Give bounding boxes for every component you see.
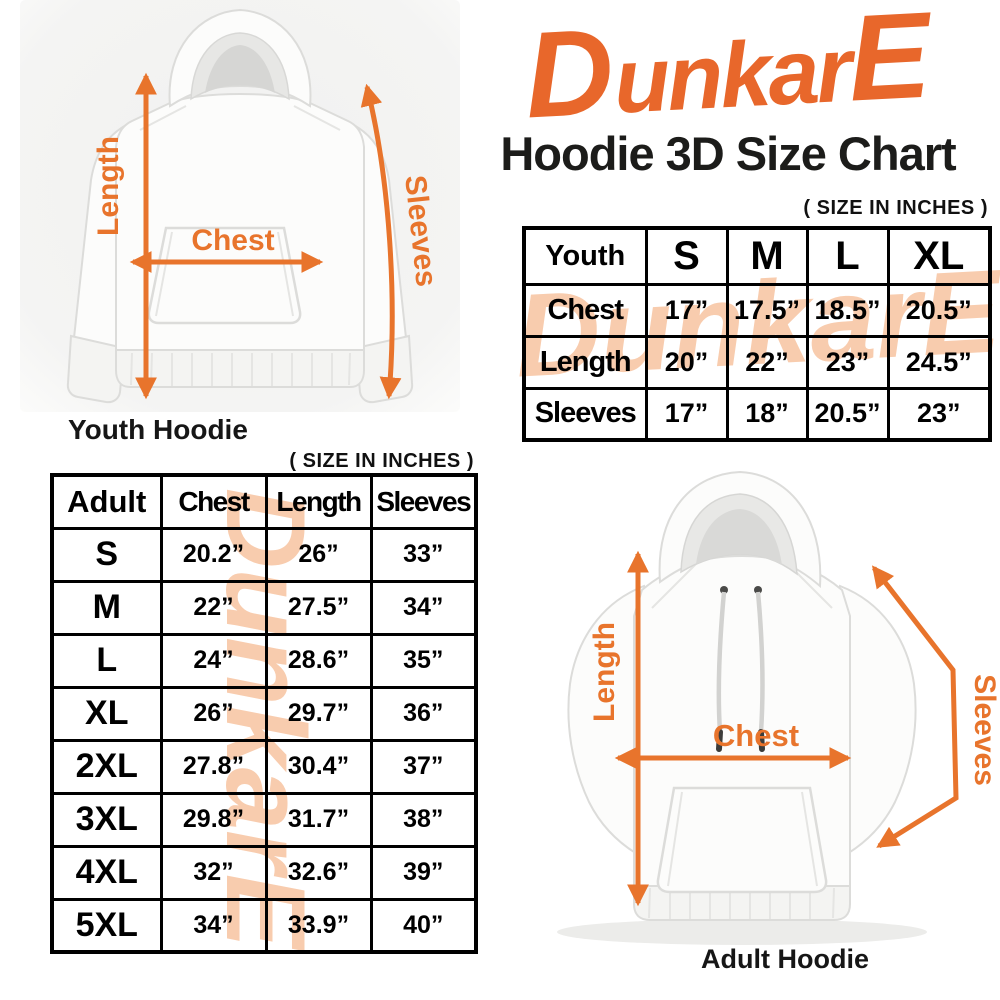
table-cell: 20”: [644, 334, 729, 390]
table-cell: 18”: [725, 386, 809, 442]
table-cell: 26”: [159, 685, 268, 742]
youth-length-row: Length 20” 22” 23” 24.5”: [522, 334, 992, 390]
youth-units-note: ( SIZE IN INCHES ): [803, 197, 988, 219]
youth-chest-row: Chest 17” 17.5” 18.5” 20.5”: [522, 282, 992, 338]
table-cell: 37”: [369, 738, 478, 795]
table-cell: 29.8”: [159, 791, 268, 848]
table-cell: 29.7”: [264, 685, 373, 742]
adult-row-m: M 22” 27.5” 34”: [50, 579, 478, 636]
table-cell: 27.5”: [264, 579, 373, 636]
table-cell: 33”: [369, 526, 478, 583]
table-cell: 17.5”: [725, 282, 809, 338]
table-cell: 17”: [644, 386, 729, 442]
row-label: 2XL: [50, 738, 163, 795]
logo-letter-d: D: [521, 3, 617, 144]
kangaroo-pocket: [656, 786, 828, 894]
youth-size-col-m: M: [725, 226, 809, 286]
chest-label: Chest: [191, 224, 274, 257]
adult-row-xl: XL 26” 29.7” 36”: [50, 685, 478, 742]
youth-size-table: Youth S M L XL Chest 17” 17.5” 18.5” 20.…: [522, 226, 992, 442]
table-cell: 20.5”: [805, 386, 890, 442]
drawstring: [716, 591, 727, 733]
adult-units-note: ( SIZE IN INCHES ): [289, 450, 474, 472]
adult-col-sleeves: Sleeves: [369, 473, 478, 530]
adult-row-5xl: 5XL 34” 33.9” 40”: [50, 897, 478, 954]
table-cell: 30.4”: [264, 738, 373, 795]
drawstring: [755, 591, 765, 733]
table-cell: 32.6”: [264, 844, 373, 901]
logo-letter-e: E: [844, 0, 934, 127]
row-label: 5XL: [50, 897, 163, 954]
youth-size-col-xl: XL: [886, 226, 992, 286]
youth-figure-caption: Youth Hoodie: [68, 414, 248, 445]
table-cell: 22”: [725, 334, 809, 390]
row-label: M: [50, 579, 163, 636]
page-title: Hoodie 3D Size Chart: [500, 127, 956, 180]
row-label: Chest: [522, 282, 648, 338]
adult-row-s: S 20.2” 26” 33”: [50, 526, 478, 583]
adult-row-3xl: 3XL 29.8” 31.7” 38”: [50, 791, 478, 848]
youth-size-col-l: L: [805, 226, 890, 286]
table-cell: 33.9”: [264, 897, 373, 954]
youth-sleeves-row: Sleeves 17” 18” 20.5” 23”: [522, 386, 992, 442]
row-label: 3XL: [50, 791, 163, 848]
adult-table-header-row: Adult Chest Length Sleeves: [50, 473, 478, 530]
row-label: Sleeves: [522, 386, 648, 442]
table-cell: 35”: [369, 632, 478, 689]
adult-col-chest: Chest: [159, 473, 268, 530]
adult-row-2xl: 2XL 27.8” 30.4” 37”: [50, 738, 478, 795]
youth-table-corner-cell: Youth: [522, 226, 648, 286]
table-cell: 40”: [369, 897, 478, 954]
sleeves-arrow: [360, 83, 402, 400]
table-cell: 23”: [805, 334, 890, 390]
sleeves-label: Sleeves: [968, 674, 1000, 786]
length-label: Length: [588, 622, 621, 722]
adult-figure-caption: Adult Hoodie: [701, 944, 869, 974]
table-cell: 18.5”: [805, 282, 890, 338]
length-label: Length: [92, 136, 125, 236]
youth-hoodie-illustration: Length Chest Sleeves: [20, 0, 460, 412]
row-label: S: [50, 526, 163, 583]
table-cell: 34”: [159, 897, 268, 954]
adult-hoodie-illustration: Length Chest Sleeves: [557, 470, 1000, 945]
row-label: XL: [50, 685, 163, 742]
table-cell: 23”: [886, 386, 992, 442]
table-cell: 24”: [159, 632, 268, 689]
adult-measurement-arrows: Length Chest Sleeves: [588, 550, 1000, 907]
table-cell: 26”: [264, 526, 373, 583]
table-cell: 27.8”: [159, 738, 268, 795]
logo-middle: unkar: [611, 18, 852, 133]
table-cell: 20.5”: [886, 282, 992, 338]
table-cell: 31.7”: [264, 791, 373, 848]
adult-size-table: Adult Chest Length Sleeves S 20.2” 26” 3…: [50, 473, 478, 954]
row-label: L: [50, 632, 163, 689]
table-cell: 22”: [159, 579, 268, 636]
adult-table-corner-cell: Adult: [50, 473, 163, 530]
table-cell: 39”: [369, 844, 478, 901]
sleeves-arrow: [871, 565, 959, 849]
table-cell: 24.5”: [886, 334, 992, 390]
table-cell: 38”: [369, 791, 478, 848]
table-cell: 34”: [369, 579, 478, 636]
youth-table-header-row: Youth S M L XL: [522, 226, 992, 286]
adult-col-length: Length: [264, 473, 373, 530]
youth-size-col-s: S: [644, 226, 729, 286]
adult-hoodie-drawing: [557, 470, 927, 945]
adult-row-l: L 24” 28.6” 35”: [50, 632, 478, 689]
table-cell: 17”: [644, 282, 729, 338]
table-cell: 36”: [369, 685, 478, 742]
drawstring-aglets: [716, 729, 765, 752]
table-cell: 20.2”: [159, 526, 268, 583]
row-label: 4XL: [50, 844, 163, 901]
table-cell: 28.6”: [264, 632, 373, 689]
table-cell: 32”: [159, 844, 268, 901]
row-label: Length: [522, 334, 648, 390]
chest-label: Chest: [713, 718, 799, 753]
adult-row-4xl: 4XL 32” 32.6” 39”: [50, 844, 478, 901]
